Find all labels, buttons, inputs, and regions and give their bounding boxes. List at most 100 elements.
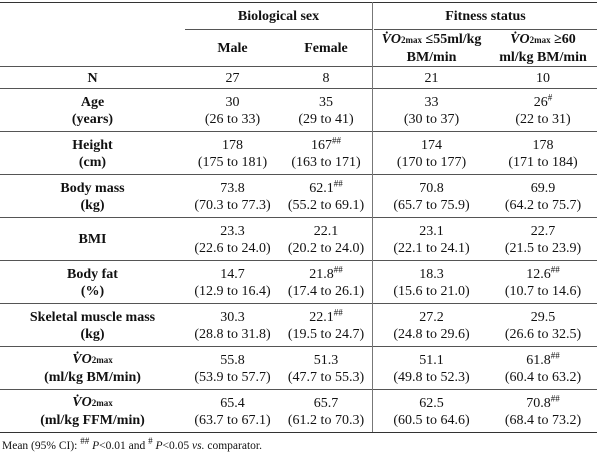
cell-ci: (22 to 31) xyxy=(515,111,571,127)
cell-mean: 178 xyxy=(532,137,554,153)
row-label-body-mass: Body mass (kg) xyxy=(0,176,185,217)
significance-mark: # xyxy=(547,91,553,102)
cell-mean: 51.3 xyxy=(313,352,339,368)
cell-female-vo2max-bm: 51.3 (47.7 to 55.3) xyxy=(280,348,372,389)
group-divider xyxy=(372,2,373,432)
footnote-p: P xyxy=(89,440,100,452)
cell-ci: (15.6 to 21.0) xyxy=(393,283,470,299)
cell-mean: 65.4 xyxy=(220,395,245,411)
row-label-unit: (years) xyxy=(71,111,114,127)
cell-mean: 167 xyxy=(311,137,332,153)
cell-male-vo2max-ffm: 65.4 (63.7 to 67.1) xyxy=(185,391,280,432)
significance-mark: ## xyxy=(333,177,343,188)
cell-high-n: 10 xyxy=(536,70,550,86)
col-header-fitness-high: V̇O2max ≥60 ml/kg BM/min xyxy=(489,30,597,66)
cell-ci: (26 to 33) xyxy=(204,111,261,127)
cell-male-vo2max-bm: 55.8 (53.9 to 57.7) xyxy=(185,348,280,389)
cell-female-height: 167## (163 to 171) xyxy=(280,133,372,174)
cell-female-age: 35 (29 to 41) xyxy=(280,90,372,131)
vo2-subscript: 2max xyxy=(529,34,551,45)
row-label-title: Body fat xyxy=(67,266,118,282)
cell-high-body-mass: 69.9 (64.2 to 75.7) xyxy=(489,176,597,217)
vo2-symbol: V̇O xyxy=(381,31,402,47)
row-label-n: N xyxy=(87,70,98,86)
header-rule xyxy=(0,66,597,67)
bottom-rule xyxy=(0,432,597,433)
cell-mean: 14.7 xyxy=(220,266,245,282)
cell-ci: (61.2 to 70.3) xyxy=(287,412,365,428)
significance-mark: ## xyxy=(333,306,343,317)
cell-male-body-fat: 14.7 (12.9 to 16.4) xyxy=(185,262,280,303)
row-rule xyxy=(0,260,597,261)
cell-male-age: 30 (26 to 33) xyxy=(185,90,280,131)
cell-mean: 21.8 xyxy=(309,266,334,282)
cell-mean: 70.8 xyxy=(526,395,551,411)
cell-mean: 35 xyxy=(319,94,333,110)
row-label-unit: (%) xyxy=(80,283,105,299)
cell-ci: (21.5 to 23.9) xyxy=(504,240,582,256)
row-label-unit: (kg) xyxy=(80,326,105,342)
row-rule xyxy=(0,174,597,175)
cell-high-bmi: 22.7 (21.5 to 23.9) xyxy=(489,219,597,260)
cell-ci: (163 to 171) xyxy=(291,154,361,170)
cell-low-body-mass: 70.8 (65.7 to 75.9) xyxy=(374,176,489,217)
col-header-male: Male xyxy=(217,41,248,56)
cell-mean: 65.7 xyxy=(313,395,339,411)
row-label-height: Height (cm) xyxy=(0,133,185,174)
fitness-low-threshold: ≤55ml/kg xyxy=(422,31,482,47)
cell-mean: 33 xyxy=(424,94,439,110)
cell-ci: (63.7 to 67.1) xyxy=(194,412,271,428)
cell-ci: (24.8 to 29.6) xyxy=(393,326,470,342)
cell-ci: (53.9 to 57.7) xyxy=(194,369,271,385)
cell-ci: (64.2 to 75.7) xyxy=(504,197,582,213)
cell-high-body-fat: 12.6## (10.7 to 14.6) xyxy=(489,262,597,303)
fitness-group-rule xyxy=(374,29,597,30)
cell-mean: 62.1 xyxy=(309,180,334,196)
cell-ci: (47.7 to 55.3) xyxy=(287,369,365,385)
cell-ci: (60.4 to 63.2) xyxy=(504,369,582,385)
cell-ci: (22.1 to 24.1) xyxy=(393,240,470,256)
cell-female-bmi: 22.1 (20.2 to 24.0) xyxy=(280,219,372,260)
significance-mark: ## xyxy=(333,263,343,274)
cell-ci: (17.4 to 26.1) xyxy=(287,283,365,299)
cell-low-smm: 27.2 (24.8 to 29.6) xyxy=(374,305,489,346)
cell-male-n: 27 xyxy=(225,70,240,86)
significance-mark: ## xyxy=(550,392,560,403)
fitness-low-unit: BM/min xyxy=(406,49,457,65)
row-label-vo2max-bm: V̇O2max (ml/kg BM/min) xyxy=(0,348,185,389)
col-header-female: Female xyxy=(304,41,348,56)
cell-mean: 70.8 xyxy=(419,180,444,196)
significance-mark: ## xyxy=(550,263,560,274)
cell-high-vo2max-ffm: 70.8## (68.4 to 73.2) xyxy=(489,391,597,432)
cell-low-bmi: 23.1 (22.1 to 24.1) xyxy=(374,219,489,260)
cell-female-smm: 22.1## (19.5 to 24.7) xyxy=(280,305,372,346)
footnote-suffix: comparator. xyxy=(204,440,262,452)
row-label-title: Body mass xyxy=(60,180,125,196)
vo2-subscript: 2max xyxy=(401,34,423,45)
cell-ci: (28.8 to 31.8) xyxy=(194,326,271,342)
vo2-symbol: V̇O xyxy=(72,395,92,410)
top-rule xyxy=(0,2,597,3)
cell-mean: 61.8 xyxy=(526,352,551,368)
cell-male-smm: 30.3 (28.8 to 31.8) xyxy=(185,305,280,346)
row-rule xyxy=(0,217,597,218)
row-rule xyxy=(0,303,597,304)
cell-mean: 23.3 xyxy=(220,223,245,239)
cell-ci: (26.6 to 32.5) xyxy=(504,326,582,342)
cell-mean: 69.9 xyxy=(530,180,556,196)
cell-low-vo2max-bm: 51.1 (49.8 to 52.3) xyxy=(374,348,489,389)
cell-ci: (55.2 to 69.1) xyxy=(287,197,365,213)
fitness-high-unit: ml/kg BM/min xyxy=(499,49,587,65)
cell-female-n: 8 xyxy=(322,70,330,86)
cell-high-height: 178 (171 to 184) xyxy=(489,133,597,174)
cell-ci: (170 to 177) xyxy=(396,154,467,170)
footnote-p: P xyxy=(152,440,163,452)
cell-male-body-mass: 73.8 (70.3 to 77.3) xyxy=(185,176,280,217)
row-label-skeletal-muscle-mass: Skeletal muscle mass (kg) xyxy=(0,305,185,346)
cell-ci: (60.5 to 64.6) xyxy=(393,412,470,428)
cell-ci: (22.6 to 24.0) xyxy=(194,240,271,256)
cell-mean: 174 xyxy=(421,137,442,153)
cell-mean: 73.8 xyxy=(220,180,245,196)
cell-ci: (30 to 37) xyxy=(403,111,460,127)
cell-mean: 22.1 xyxy=(313,223,339,239)
